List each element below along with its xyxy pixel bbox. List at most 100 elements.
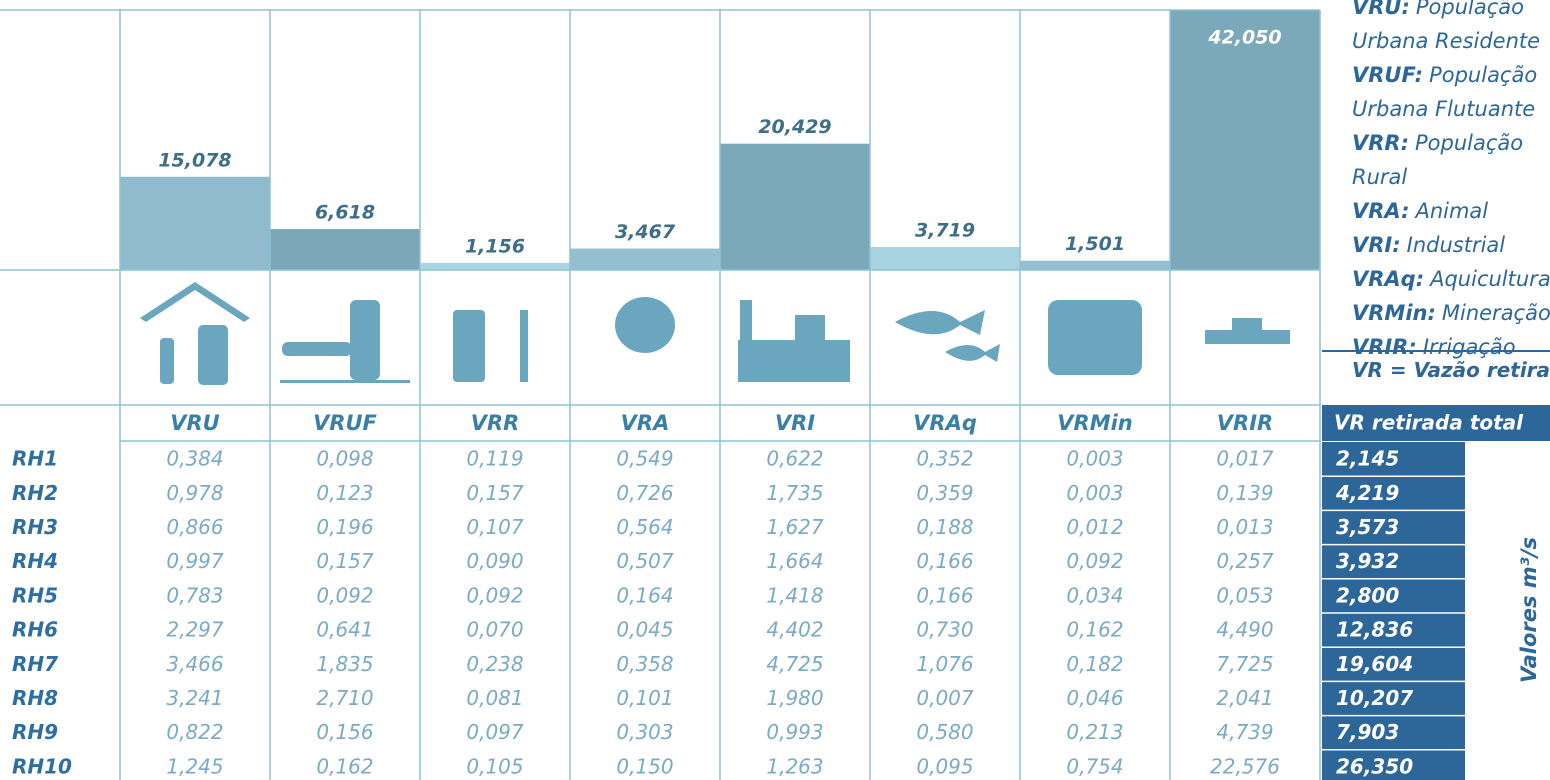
table-cell: 0,993 bbox=[766, 720, 823, 744]
table-cell: 0,754 bbox=[1066, 754, 1123, 778]
table-cell: 0,866 bbox=[166, 515, 223, 539]
row-label: RH4 bbox=[12, 549, 58, 573]
total-cell: 26,350 bbox=[1336, 754, 1413, 778]
row-label: RH7 bbox=[12, 652, 58, 676]
table-cell: 0,182 bbox=[1066, 652, 1123, 676]
table-cell: 0,105 bbox=[466, 754, 523, 778]
icon-factory bbox=[738, 340, 850, 382]
legend-code: VRU: bbox=[1352, 0, 1410, 19]
table-cell: 0,119 bbox=[466, 447, 523, 471]
legend-code: VRIR: bbox=[1352, 335, 1417, 359]
table-cell: 0,188 bbox=[916, 515, 973, 539]
table-cell: 0,107 bbox=[466, 515, 524, 539]
bar-value-label: 6,618 bbox=[315, 202, 375, 224]
icon-ground bbox=[280, 380, 410, 383]
total-cell: 19,604 bbox=[1336, 652, 1413, 676]
table-cell: 0,123 bbox=[316, 481, 373, 505]
bar bbox=[420, 262, 570, 270]
table-cell: 1,263 bbox=[766, 754, 823, 778]
table-cell: 4,402 bbox=[766, 618, 823, 642]
row-label: RH3 bbox=[12, 515, 58, 539]
column-header: VRAq bbox=[913, 411, 977, 435]
row-label: RH8 bbox=[12, 686, 58, 710]
bar bbox=[1020, 260, 1170, 270]
table-cell: 0,053 bbox=[1216, 583, 1273, 607]
table-cell: 0,580 bbox=[916, 720, 973, 744]
table-cell: 0,162 bbox=[316, 754, 373, 778]
row-label: RH1 bbox=[12, 447, 58, 471]
legend-text: Mineração bbox=[1441, 301, 1550, 325]
table-cell: 0,139 bbox=[1216, 481, 1273, 505]
table-cell: 0,564 bbox=[616, 515, 673, 539]
table-cell: 4,490 bbox=[1216, 618, 1273, 642]
legend: VRU: População Urbana Residente VRUF: Popul… bbox=[1352, 0, 1550, 364]
total-cell: 12,836 bbox=[1336, 618, 1413, 642]
table-cell: 0,213 bbox=[1066, 720, 1123, 744]
table-cell: 0,822 bbox=[166, 720, 223, 744]
table-cell: 1,835 bbox=[316, 652, 373, 676]
table-cell: 4,725 bbox=[766, 652, 823, 676]
icon-farmer bbox=[453, 310, 485, 382]
table-cell: 0,003 bbox=[1066, 447, 1123, 471]
table-cell: 0,007 bbox=[916, 686, 974, 710]
table-cell: 0,162 bbox=[1066, 618, 1123, 642]
table-cell: 0,012 bbox=[1066, 515, 1123, 539]
legend-code: VRI: bbox=[1352, 233, 1401, 257]
column-header: VRU bbox=[170, 411, 219, 435]
table-cell: 0,045 bbox=[616, 618, 673, 642]
legend-code: VRAq: bbox=[1352, 267, 1425, 291]
table-cell: 0,157 bbox=[466, 481, 524, 505]
table-cell: 2,710 bbox=[316, 686, 373, 710]
legend-text: População Urbana Residente bbox=[1352, 0, 1541, 53]
unit-label: Valores m³/s bbox=[1517, 537, 1541, 683]
bar-value-label: 1,156 bbox=[465, 235, 525, 257]
table-cell: 0,507 bbox=[616, 549, 674, 573]
table-cell: 0,070 bbox=[466, 618, 523, 642]
bar bbox=[720, 143, 870, 270]
legend-text: Animal bbox=[1415, 199, 1489, 223]
bar-value-label: 15,078 bbox=[158, 149, 231, 171]
table-cell: 0,166 bbox=[916, 583, 973, 607]
bar-value-label: 1,501 bbox=[1065, 233, 1125, 255]
bar-value-label: 3,467 bbox=[615, 221, 676, 243]
total-column-bg bbox=[1322, 442, 1465, 780]
column-header: VRA bbox=[621, 411, 670, 435]
column-header: VRI bbox=[775, 411, 815, 435]
table-cell: 0,092 bbox=[466, 583, 523, 607]
table-cell: 0,003 bbox=[1066, 481, 1123, 505]
bar bbox=[270, 229, 420, 270]
table-cell: 4,739 bbox=[1216, 720, 1273, 744]
column-header: VRR bbox=[471, 411, 520, 435]
legend-text: População Urbana Flutuante bbox=[1352, 63, 1538, 121]
row-label: RH2 bbox=[12, 481, 58, 505]
table-cell: 0,359 bbox=[916, 481, 973, 505]
row-label: RH5 bbox=[12, 583, 58, 607]
legend-item: VRR: População Rural bbox=[1352, 126, 1550, 194]
table-cell: 0,092 bbox=[316, 583, 373, 607]
total-cell: 3,573 bbox=[1336, 515, 1399, 539]
table-cell: 0,997 bbox=[166, 549, 224, 573]
column-header: VRIR bbox=[1217, 411, 1273, 435]
legend-text: Aquicultura bbox=[1430, 267, 1550, 291]
table-cell: 22,576 bbox=[1210, 754, 1280, 778]
table-cell: 0,238 bbox=[466, 652, 523, 676]
table-cell: 0,017 bbox=[1216, 447, 1274, 471]
icon-fork bbox=[520, 310, 528, 382]
icon-person bbox=[198, 325, 228, 385]
icons bbox=[140, 282, 1290, 385]
table-cell: 0,196 bbox=[316, 515, 373, 539]
table-cell: 0,092 bbox=[1066, 549, 1123, 573]
table-cell: 0,358 bbox=[616, 652, 673, 676]
bar bbox=[570, 248, 720, 270]
row-label: RH10 bbox=[12, 754, 72, 778]
total-cell: 4,219 bbox=[1335, 481, 1399, 505]
legend-text: Industrial bbox=[1406, 233, 1506, 257]
legend-text: Irrigação bbox=[1422, 335, 1516, 359]
bar-value-label: 42,050 bbox=[1207, 27, 1281, 49]
table-cell: 7,725 bbox=[1216, 652, 1273, 676]
total-cell: 2,145 bbox=[1336, 447, 1399, 471]
table-cell: 0,622 bbox=[766, 447, 823, 471]
table-cell: 0,098 bbox=[316, 447, 373, 471]
row-label: RH6 bbox=[12, 618, 58, 642]
